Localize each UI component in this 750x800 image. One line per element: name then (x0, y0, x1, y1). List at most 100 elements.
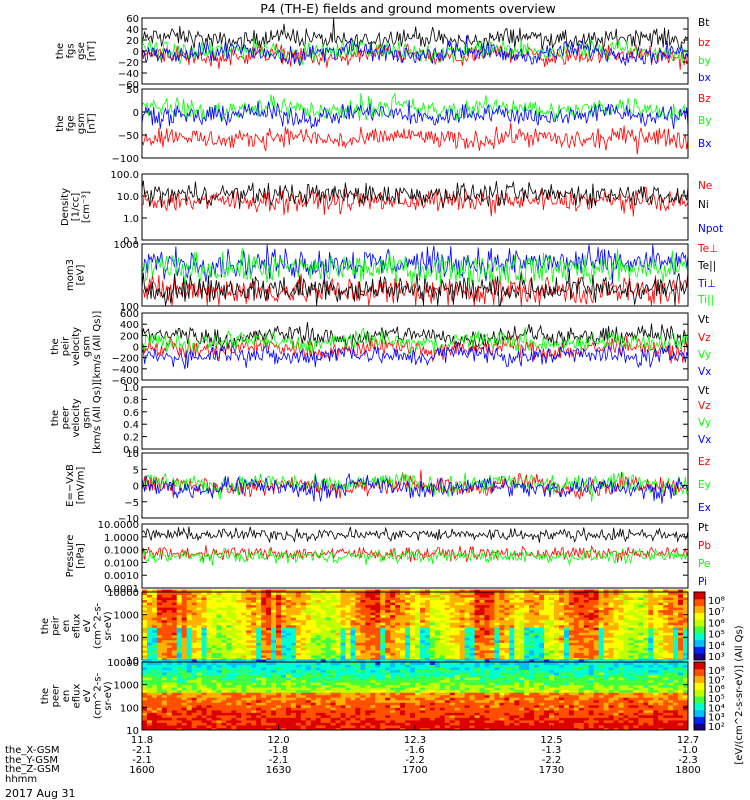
spectrogram-cell (310, 647, 317, 651)
spectrogram-cell (405, 692, 411, 696)
spectrogram-cell (142, 672, 148, 676)
spectrogram-cell (151, 637, 158, 641)
spectrogram-cell (410, 709, 416, 713)
spectrogram-cell (211, 709, 217, 713)
spectrogram-cell (305, 619, 312, 623)
spectrogram-cell (216, 672, 222, 676)
spectrogram-cell (410, 687, 416, 691)
spectrogram-cell (429, 602, 436, 606)
spectrogram-cell (221, 707, 227, 711)
spectrogram-cell (171, 634, 178, 638)
spectrogram-cell (226, 650, 232, 653)
spectrogram-cell (276, 687, 282, 691)
y-axis-label-line: [mV/m] (76, 467, 87, 505)
spectrogram-cell (251, 689, 257, 693)
spectrogram-cell (370, 699, 376, 703)
spectrogram-cell (583, 604, 590, 608)
spectrogram-cell (633, 607, 639, 611)
spectrogram-cell (643, 642, 649, 646)
spectrogram-cell (146, 599, 153, 603)
y-tick-label: 1.0 (123, 383, 139, 394)
spectrogram-cell (176, 650, 183, 653)
spectrogram-cell (171, 627, 178, 631)
spectrogram-cell (290, 597, 297, 601)
spectrogram-cell (176, 614, 183, 618)
spectrogram-cell (161, 639, 168, 643)
spectrogram-cell (658, 647, 664, 651)
spectrogram-cell (151, 722, 158, 726)
y-axis-label-line: the (55, 43, 66, 59)
spectrogram-cell (439, 652, 446, 656)
spectrogram-cell (146, 592, 153, 596)
spectrogram-cell (375, 652, 381, 656)
y-tick-label: 1.0 (123, 214, 139, 225)
panel-frame (141, 243, 689, 307)
spectrogram-cell (176, 617, 183, 621)
spectrogram-cell (206, 662, 212, 666)
spectrogram-cell (191, 714, 198, 718)
spectrogram-cell (663, 609, 669, 613)
spectrogram-cell (683, 602, 689, 606)
spectrogram-cell (216, 679, 222, 683)
spectrogram-cell (439, 597, 446, 601)
spectrogram-cell (514, 624, 520, 628)
spectrogram-cell (419, 644, 426, 648)
spectrogram-cell (613, 602, 620, 606)
spectrogram-cell (360, 609, 366, 613)
spectrogram-cell (469, 592, 476, 596)
spectrogram-cell (598, 589, 605, 593)
spectrogram-cell (380, 714, 386, 718)
spectrogram-cell (405, 664, 411, 668)
colorbar-segment (694, 646, 705, 649)
series-group (141, 244, 689, 306)
spectrogram-cell (534, 629, 540, 633)
spectrogram-cell (151, 667, 158, 671)
spectrogram-cell (330, 689, 337, 693)
spectrogram-cell (380, 597, 386, 601)
spectrogram-cell (668, 624, 674, 628)
spectrogram-cell (385, 637, 391, 641)
spectrogram-cell (504, 627, 510, 631)
spectrogram-cell (146, 707, 153, 711)
spectrogram-cell (395, 617, 401, 621)
spectrogram-cell (668, 602, 674, 606)
spectrogram-cell (673, 644, 679, 648)
spectrogram-cell (573, 652, 580, 656)
spectrogram-cell (151, 679, 158, 683)
spectrogram-cell (216, 634, 222, 638)
colorbar-segment (694, 603, 705, 607)
spectrogram-cell (454, 632, 461, 636)
spectrogram-cell (355, 694, 361, 698)
spectrogram-cell (419, 589, 426, 593)
legend-label: Vz (698, 400, 711, 412)
spectrogram-cell (196, 682, 203, 686)
spectrogram-cell (246, 634, 252, 638)
spectrogram-cell (583, 614, 590, 618)
spectrogram-cell (246, 669, 252, 673)
spectrogram-cell (276, 682, 282, 686)
spectrogram-cell (509, 657, 515, 661)
spectrogram-cell (410, 599, 416, 603)
spectrogram-cell (181, 657, 188, 661)
spectrogram-cell (285, 709, 292, 713)
spectrogram-cell (171, 717, 178, 721)
spectrogram-cell (588, 657, 595, 661)
spectrogram-cell (261, 702, 267, 706)
spectrogram-cell (226, 639, 232, 643)
spectrogram-cell (266, 714, 272, 718)
spectrogram-cell (509, 642, 515, 646)
spectrogram-cell (320, 707, 327, 711)
legend-label: By (698, 115, 711, 127)
spectrogram-cell (310, 712, 317, 716)
spectrogram-cell (454, 589, 461, 593)
spectrogram-cell (459, 622, 466, 626)
spectrogram-cell (474, 634, 481, 638)
spectrogram-cell (464, 589, 471, 593)
spectrogram-cell (231, 652, 237, 656)
spectrogram-cell (355, 619, 361, 623)
spectrogram-cell (280, 664, 287, 668)
spectrogram-cell (335, 709, 342, 713)
spectrogram-cell (663, 592, 669, 596)
spectrogram-cell (320, 617, 327, 621)
y-tick-label: −5 (124, 498, 139, 509)
